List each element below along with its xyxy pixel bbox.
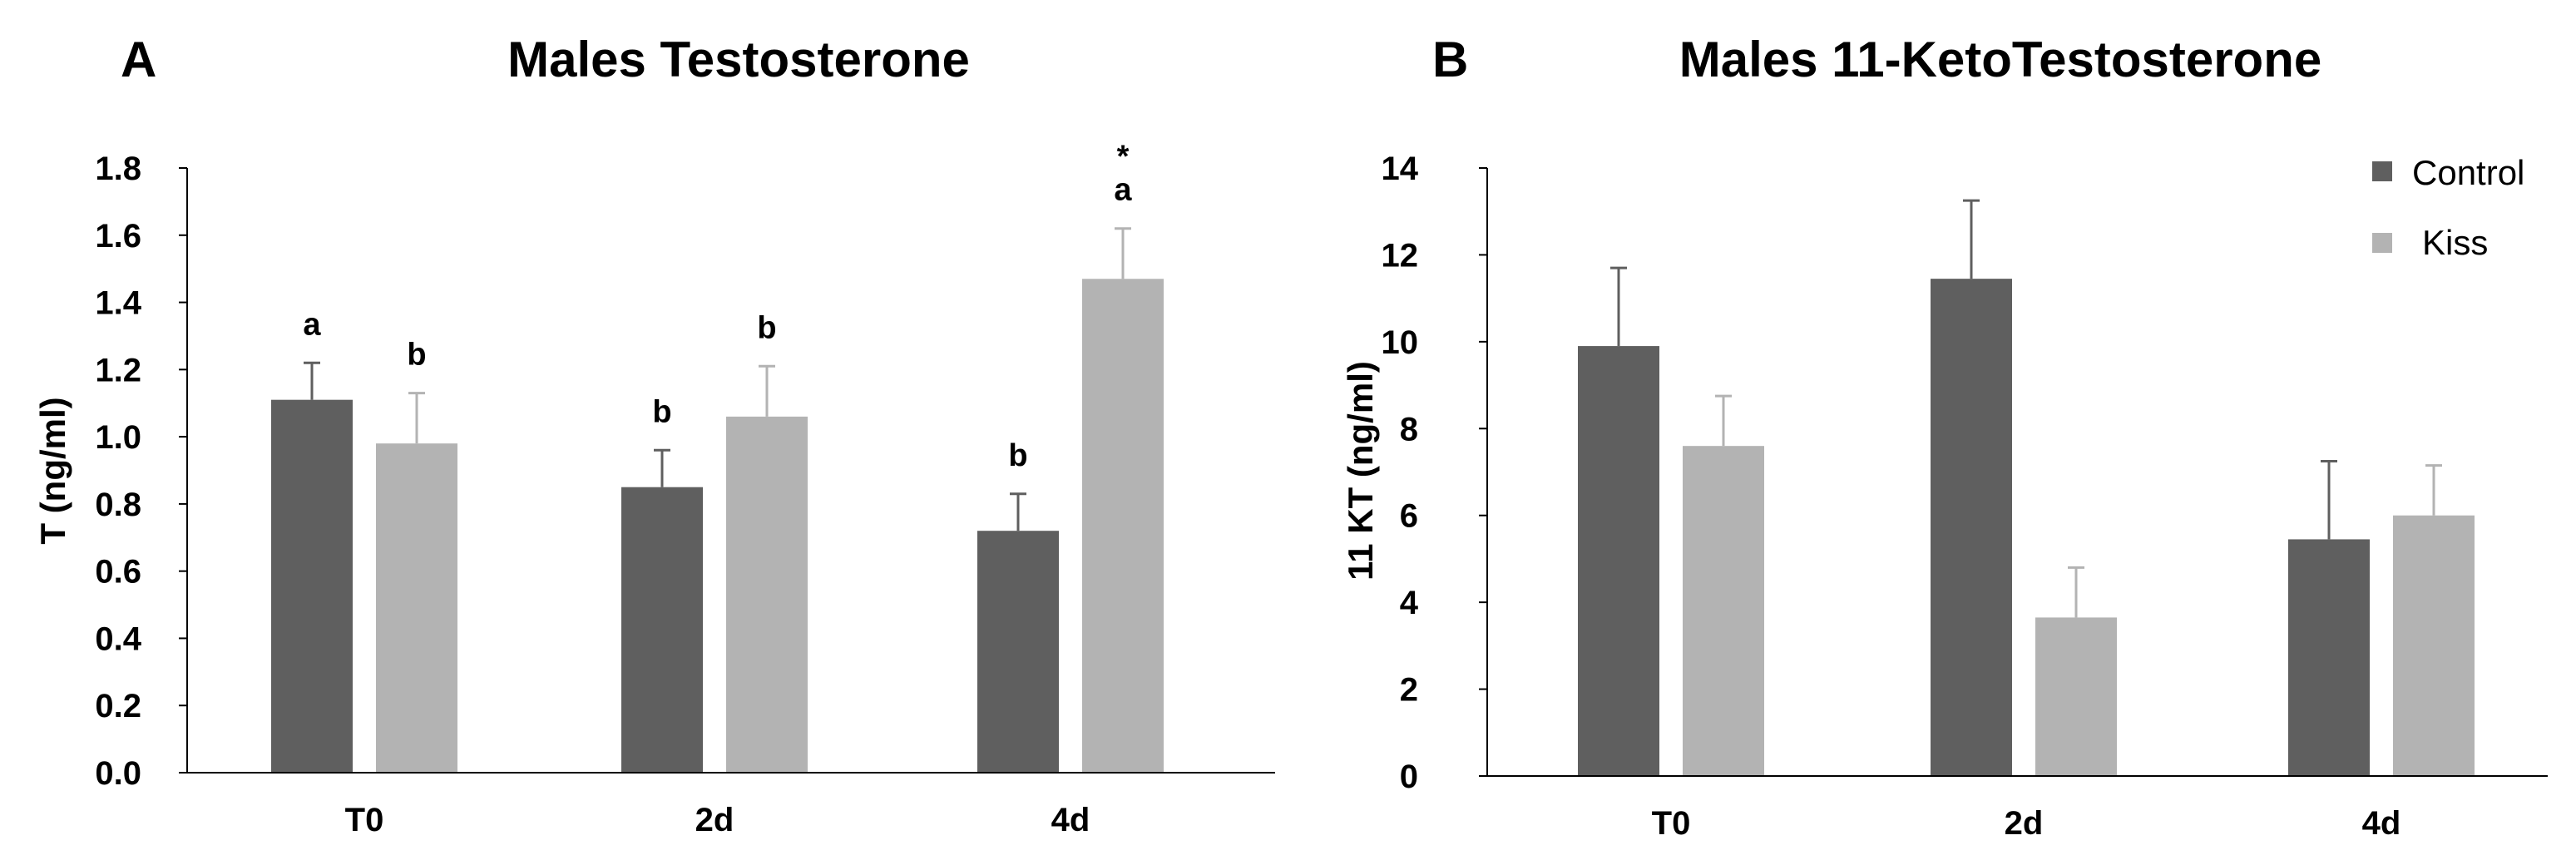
significance-letter-kiss-2d: b: [757, 310, 776, 345]
y-tick-label-b: 12: [1382, 237, 1419, 274]
y-tick-label-b: 14: [1382, 151, 1419, 187]
bar-b-kiss-4d: [2393, 515, 2475, 776]
y-tick-label-b: 10: [1382, 324, 1419, 361]
y-axis-label-a: T (ng/ml): [33, 397, 72, 544]
chart-title-b: Males 11-KetoTestosterone: [1679, 32, 2321, 87]
y-tick-label-b: 8: [1400, 411, 1418, 447]
y-tick-label-b: 4: [1400, 585, 1419, 621]
panel-letter-b: B: [1432, 32, 1468, 87]
panel-b-11kt-chart: B Males 11-KetoTestosterone 11 KT (ng/ml…: [1341, 32, 2548, 842]
bar-b-control-4d: [2288, 539, 2370, 776]
chart-title-a: Males Testosterone: [507, 32, 970, 87]
y-tick-label-a: 1.0: [95, 419, 141, 456]
y-tick-label-b: 6: [1400, 498, 1418, 535]
legend: Control Kiss: [2372, 153, 2524, 262]
y-tick-label-b: 2: [1400, 672, 1418, 709]
legend-label-kiss: Kiss: [2422, 223, 2488, 262]
y-tick-label-a: 0.4: [95, 620, 141, 657]
y-tick-label-a: 1.6: [95, 218, 141, 255]
y-tick-label-a: 0.2: [95, 688, 141, 724]
legend-swatch-control: [2372, 161, 2392, 181]
y-tick-label-a: 0.0: [95, 755, 141, 792]
bar-b-control-2d: [1931, 279, 2012, 776]
bar-a-kiss-t0: [376, 443, 457, 773]
y-tick-label-b: 0: [1400, 759, 1418, 795]
bar-a-control-2d: [621, 487, 703, 773]
bar-a-control-4d: [977, 531, 1059, 773]
y-tick-label-a: 1.8: [95, 151, 141, 187]
significance-letter-control-t0: a: [303, 307, 321, 342]
x-tick-label-a-2d: 2d: [695, 802, 734, 838]
x-tick-label-b-4d: 4d: [2362, 805, 2401, 842]
significance-letter-kiss-4d: a: [1114, 173, 1132, 208]
legend-label-control: Control: [2412, 153, 2524, 192]
y-tick-label-a: 0.6: [95, 554, 141, 591]
x-tick-label-a-t0: T0: [345, 802, 384, 838]
bar-a-kiss-4d: [1082, 279, 1164, 773]
y-tick-label-a: 1.4: [95, 285, 141, 322]
bar-b-control-t0: [1578, 346, 1659, 776]
y-tick-label-a: 0.8: [95, 487, 141, 523]
plot-area-b: 0 2 4 6 8 10 12 14 T0 2d 4d: [1382, 151, 2548, 842]
bar-a-kiss-2d: [726, 416, 808, 773]
x-tick-label-a-4d: 4d: [1051, 802, 1090, 838]
legend-swatch-kiss: [2372, 233, 2392, 253]
y-axis-label-b: 11 KT (ng/ml): [1341, 361, 1380, 581]
panel-letter-a: A: [121, 32, 156, 87]
x-tick-label-b-t0: T0: [1652, 805, 1691, 842]
y-tick-label-a: 1.2: [95, 352, 141, 388]
bar-a-control-t0: [271, 399, 353, 773]
significance-letter-control-4d: b: [1008, 438, 1027, 473]
significance-letter-control-2d: b: [652, 394, 671, 429]
panel-a-testosterone-chart: A Males Testosterone T (ng/ml) abbbba*0.…: [33, 32, 1275, 838]
x-tick-label-b-2d: 2d: [2005, 805, 2044, 842]
significance-letter-kiss-t0: b: [407, 338, 426, 373]
bar-b-kiss-2d: [2035, 617, 2117, 776]
bar-b-kiss-t0: [1683, 446, 1764, 776]
significance-asterisk: *: [1117, 140, 1130, 175]
